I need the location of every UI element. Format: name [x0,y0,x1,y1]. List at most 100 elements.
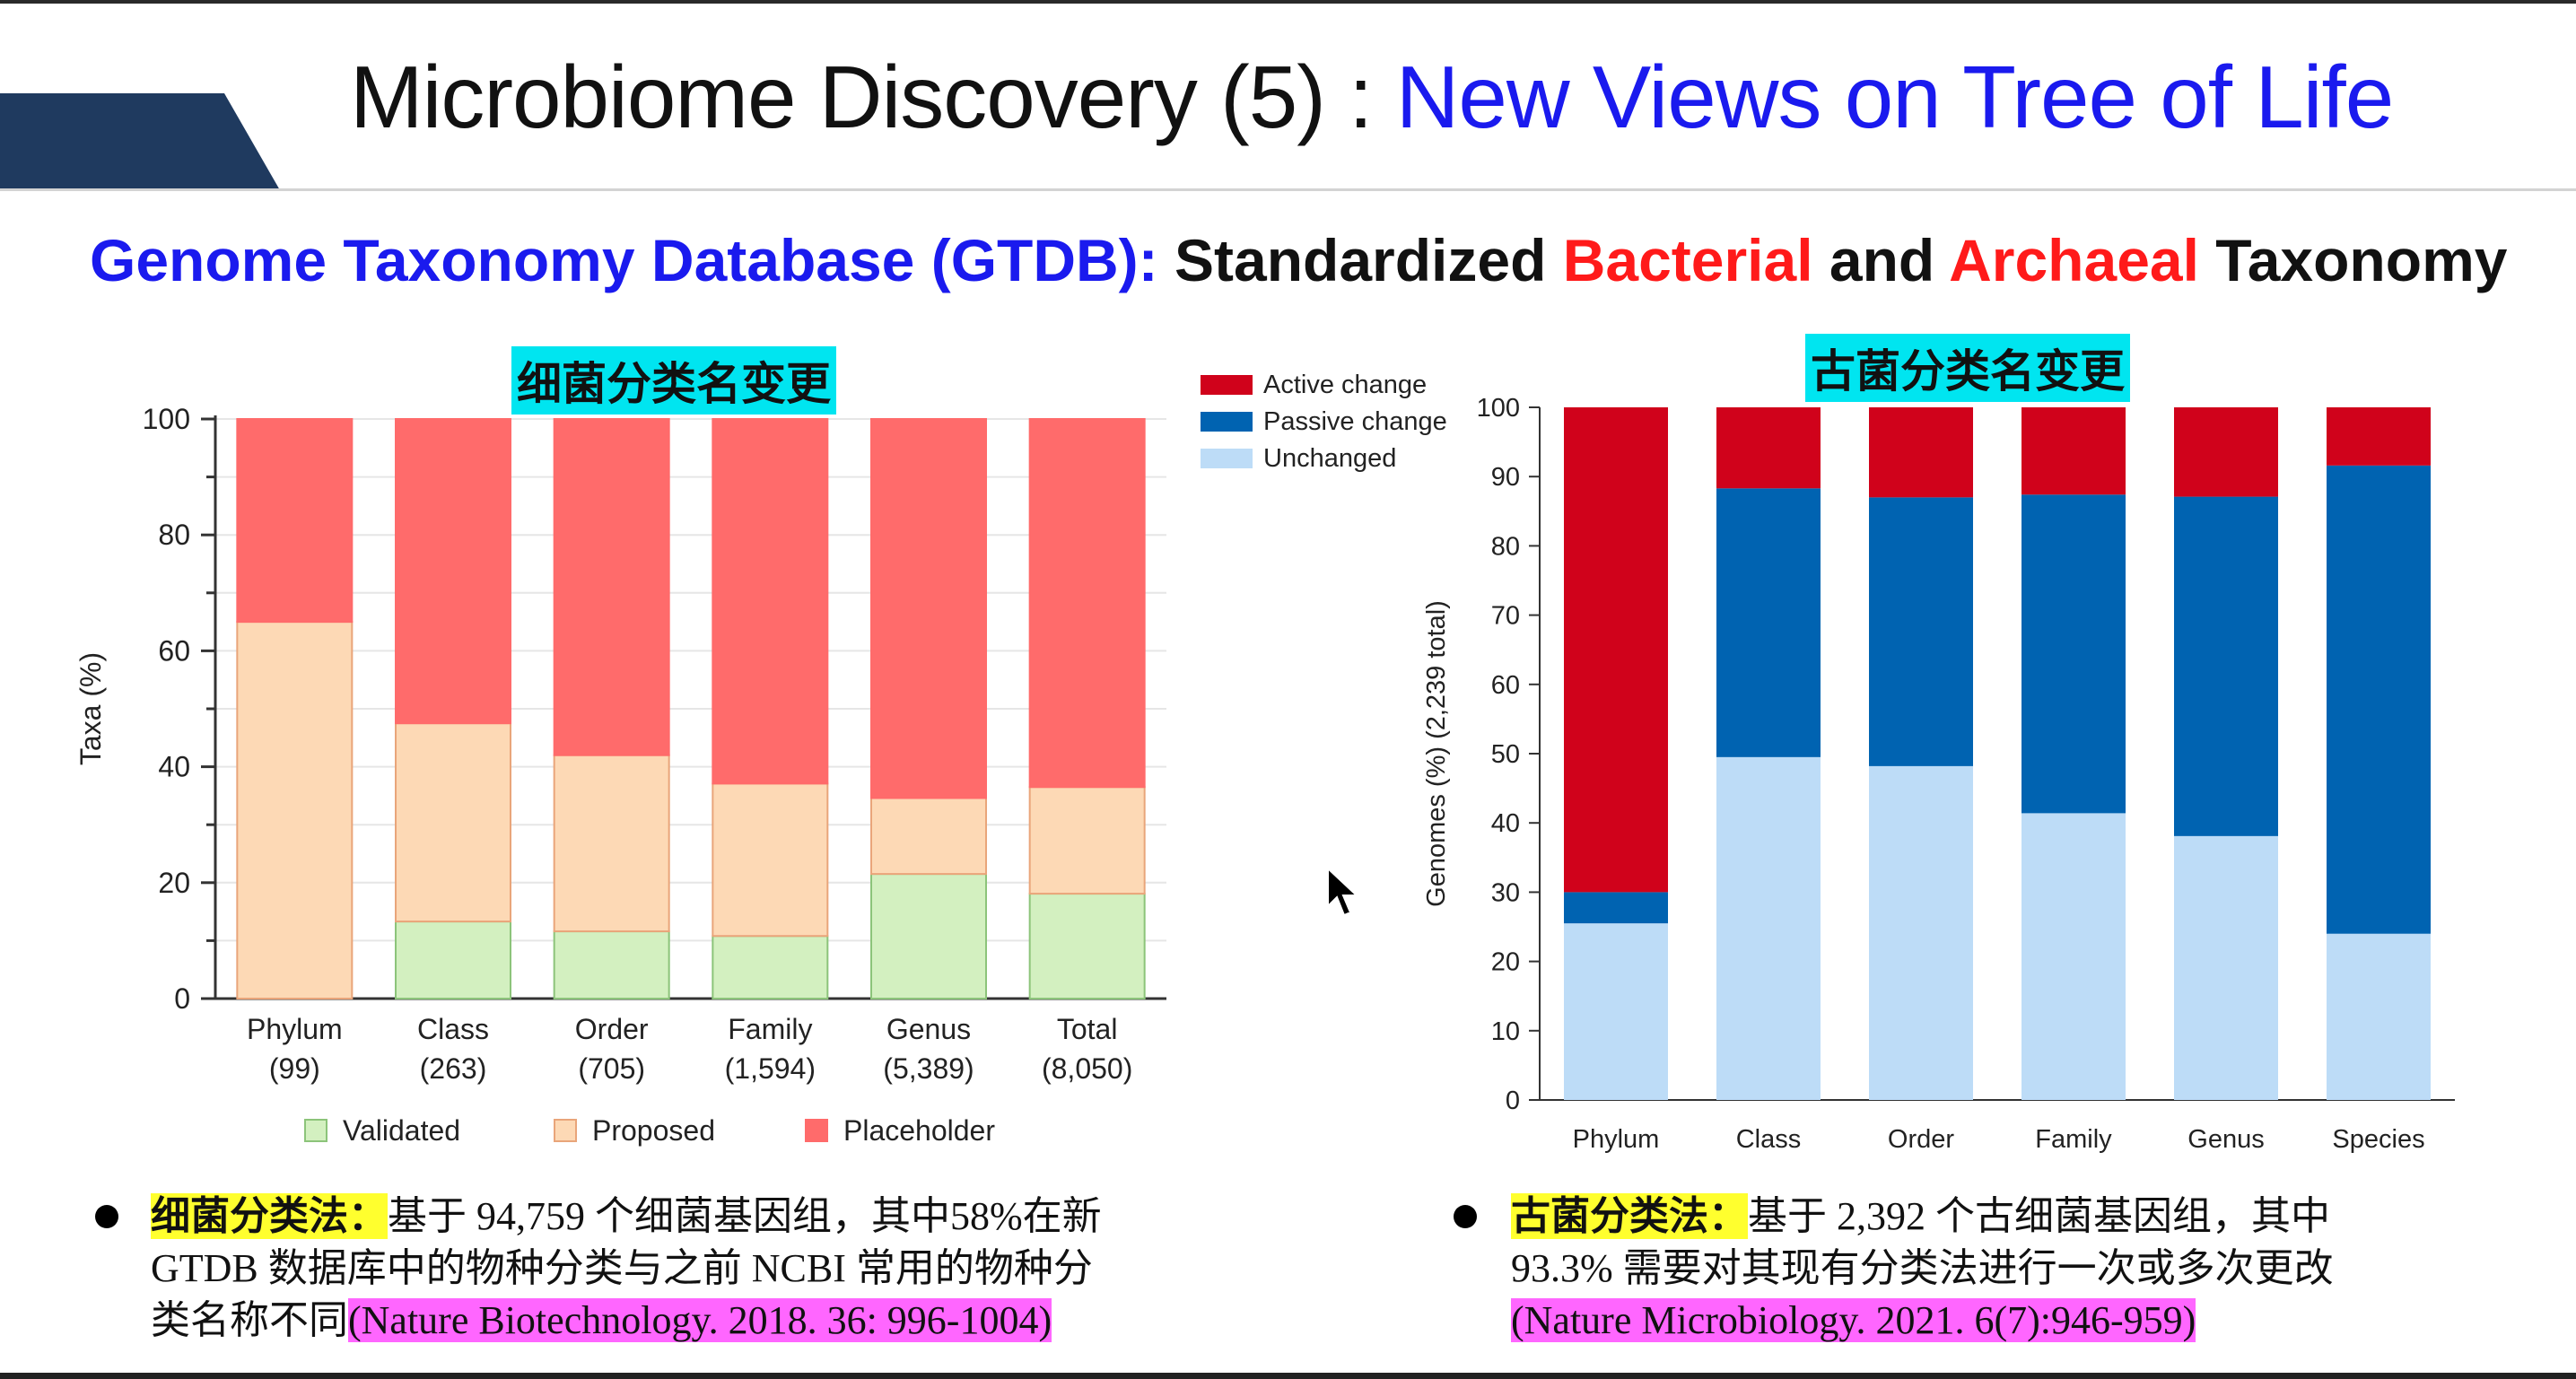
y-tick-label: 0 [1506,1087,1520,1115]
bar-unchanged-family [2022,813,2126,1100]
legend-label-unchanged: Unchanged [1263,444,1396,473]
archaea-taxonomy-chart: 0 10 20 30 40 50 60 70 80 90 100 Genomes (%) (2,239… [1201,371,2455,1154]
subtitle-text-1: Standardized [1174,227,1563,293]
y-tick-label: 20 [1491,948,1520,977]
bar-unchanged-phylum [1564,923,1668,1100]
legend-label-validated: Validated [343,1114,460,1147]
y-tick-label: 100 [143,403,190,435]
bar-placeholder-phylum [236,418,354,624]
slide-title-highlight: New Views on Tree of Life [1395,48,2395,146]
bacteria-taxonomy-chart: 0 20 40 60 80 100 Taxa (%) Phylum (99) Class (263)… [74,403,1166,1147]
bar-proposed-family [712,782,829,938]
bullet-bacteria-heading: 细菌分类法： [151,1193,388,1239]
subtitle-text-3: Taxonomy [2198,227,2508,293]
y-tick-label: 50 [1491,740,1520,769]
bullet-archaea-citation-a: (Nature Microbiology. [1511,1298,1866,1342]
bar-proposed-phylum [236,621,354,999]
bar-passive-change-class [1716,488,1821,757]
x-tick-label: Family [728,1013,812,1045]
bar-active-change-genus [2174,407,2278,497]
bar-proposed-genus [870,797,987,876]
bar-placeholder-class [395,418,511,725]
bar-validated-family [712,935,829,1000]
bullet-bacteria-line2: GTDB 数据库中的物种分类与之前 NCBI 常用的物种分 [151,1246,1093,1290]
y-tick-label: 40 [1491,809,1520,838]
x-tick-label: Phylum [247,1013,343,1045]
bar-validated-class [395,921,511,1000]
bullet-archaea-heading: 古菌分类法： [1511,1193,1748,1239]
bar-active-change-order [1869,407,1973,498]
x-tick-count: (1,594) [725,1052,816,1085]
bar-active-change-phylum [1564,407,1668,893]
bar-active-change-family [2022,407,2126,495]
y-tick-label: 20 [158,867,190,899]
legend-swatch-active-change [1201,375,1253,395]
bar-placeholder-order [553,418,670,756]
legend-swatch-passive-change [1201,412,1253,432]
bar-unchanged-order [1869,765,1973,1100]
x-tick-label: Genus [886,1013,971,1045]
bullet-dot-bacteria [95,1205,118,1228]
bar-placeholder-total [1028,418,1146,789]
bullet-bacteria: 细菌分类法：基于 94,759 个细菌基因组，其中58%在新 GTDB 数据库中… [151,1191,1227,1347]
subtitle-gtdb: Genome Taxonomy Database (GTDB): [90,227,1174,293]
y-tick-label: 10 [1491,1017,1520,1046]
bullet-dot-archaea [1454,1205,1477,1228]
x-tick-count: (705) [578,1052,645,1085]
bar-placeholder-family [712,418,829,785]
y-tick-label: 40 [158,751,190,783]
y-axis-label: Taxa (%) [74,652,107,765]
bar-unchanged-genus [2174,835,2278,1100]
bullet-archaea-line1: 基于 2,392 个古细菌基因组，其中 [1748,1194,2330,1238]
x-tick-label: Phylum [1573,1125,1660,1154]
y-tick-label: 60 [158,634,190,667]
bar-passive-change-family [2022,494,2126,814]
bar-proposed-class [395,722,511,923]
x-tick-label: Class [1736,1125,1802,1154]
bar-validated-order [553,930,670,999]
x-tick-count: (8,050) [1042,1052,1132,1085]
bullet-bacteria-citation: (Nature Biotechnology. 2018. 36: 996-100… [348,1298,1052,1342]
legend-label-placeholder: Placeholder [843,1114,995,1147]
bar-proposed-order [553,754,670,933]
y-tick-label: 100 [1477,394,1520,423]
bar-passive-change-order [1869,497,1973,766]
x-tick-count: (5,389) [883,1052,974,1085]
y-axis-label: Genomes (%) (2,239 total) [1422,600,1451,907]
legend-label-proposed: Proposed [592,1114,715,1147]
legend-swatch-unchanged [1201,449,1253,468]
legend-swatch-validated [304,1119,327,1142]
x-tick-label: Family [2035,1125,2112,1154]
bullet-archaea-citation-b: 2021. 6(7):946-959) [1865,1298,2196,1342]
legend-label-active-change: Active change [1263,371,1427,399]
bar-unchanged-species [2327,933,2431,1100]
y-tick-label: 90 [1491,463,1520,492]
bar-unchanged-class [1716,756,1821,1100]
y-tick-label: 80 [1491,532,1520,561]
x-tick-count: (263) [420,1052,487,1085]
title-accent-shape [0,93,280,190]
y-tick-label: 70 [1491,602,1520,631]
bar-active-change-species [2327,407,2431,466]
bar-passive-change-genus [2174,496,2278,836]
slide-subtitle: Genome Taxonomy Database (GTDB): Standar… [90,226,2507,294]
bar-active-change-class [1716,407,1821,489]
bottom-border [0,1373,2576,1379]
bar-validated-total [1028,893,1146,999]
x-tick-label: Order [1888,1125,1954,1154]
y-tick-label: 60 [1491,671,1520,700]
mouse-cursor-icon [1327,867,1359,917]
y-tick-label: 80 [158,519,190,551]
legend-swatch-placeholder [805,1119,828,1142]
bullet-archaea: 古菌分类法：基于 2,392 个古细菌基因组，其中 93.3% 需要对其现有分类… [1511,1191,2543,1347]
bullet-bacteria-line1: 基于 94,759 个细菌基因组，其中58%在新 [388,1194,1102,1238]
y-tick-label: 0 [174,982,190,1015]
x-tick-count: (99) [269,1052,320,1085]
bar-validated-genus [870,873,987,999]
x-tick-label: Order [575,1013,649,1045]
bullet-archaea-line2: 93.3% 需要对其现有分类法进行一次或多次更改 [1511,1246,2334,1290]
x-tick-label: Class [417,1013,489,1045]
bar-passive-change-phylum [1564,892,1668,924]
subtitle-text-2: and [1812,227,1950,293]
bacteria-chart-title: 细菌分类名变更 [511,346,836,415]
